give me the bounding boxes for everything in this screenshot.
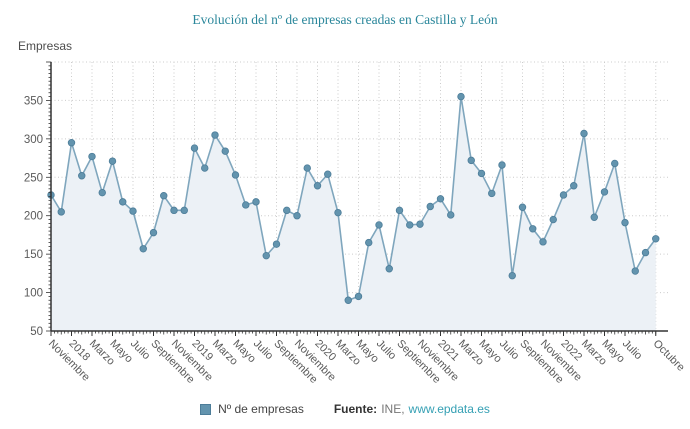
data-point[interactable]: [457, 92, 465, 101]
data-point[interactable]: [375, 221, 383, 229]
legend-swatch-icon: [200, 403, 212, 415]
data-point[interactable]: [416, 220, 424, 228]
data-point[interactable]: [385, 265, 393, 273]
data-point[interactable]: [488, 189, 496, 198]
data-point[interactable]: [129, 207, 137, 215]
data-point[interactable]: [590, 213, 598, 221]
data-point[interactable]: [160, 192, 168, 200]
data-point[interactable]: [395, 206, 404, 215]
data-point[interactable]: [139, 245, 147, 253]
data-point[interactable]: [78, 172, 86, 180]
data-point[interactable]: [365, 238, 373, 247]
data-point[interactable]: [303, 164, 311, 172]
data-point[interactable]: [190, 144, 199, 152]
data-point[interactable]: [119, 198, 127, 206]
source-link[interactable]: www.epdata.es: [408, 402, 490, 416]
data-point[interactable]: [641, 248, 650, 257]
data-point[interactable]: [252, 198, 260, 206]
data-point[interactable]: [201, 164, 209, 172]
data-point[interactable]: [518, 203, 527, 211]
data-point[interactable]: [324, 170, 332, 178]
data-point[interactable]: [447, 211, 455, 219]
data-point[interactable]: [344, 296, 352, 304]
y-axis-unit-label: Empresas: [18, 39, 73, 53]
area-fill: [51, 96, 656, 331]
data-point[interactable]: [631, 267, 639, 275]
y-tick-label: 150: [24, 249, 43, 261]
data-point[interactable]: [467, 156, 475, 165]
data-point[interactable]: [67, 138, 76, 147]
data-point[interactable]: [211, 131, 219, 139]
data-point[interactable]: [436, 195, 445, 203]
data-point[interactable]: [272, 240, 281, 248]
data-point[interactable]: [231, 171, 240, 179]
data-point[interactable]: [283, 206, 291, 215]
data-point[interactable]: [580, 129, 588, 138]
legend-item: Nº de empresas: [200, 402, 304, 416]
data-point[interactable]: [508, 271, 516, 280]
data-point[interactable]: [313, 182, 322, 190]
data-point[interactable]: [334, 208, 342, 217]
data-point[interactable]: [108, 157, 117, 165]
data-point[interactable]: [621, 218, 629, 227]
data-point[interactable]: [98, 188, 106, 197]
data-point[interactable]: [600, 188, 609, 196]
y-tick-label: 300: [24, 134, 43, 146]
data-point[interactable]: [293, 212, 301, 220]
data-point[interactable]: [570, 182, 578, 190]
x-tick-label: Octubre: [651, 338, 687, 374]
data-point[interactable]: [539, 238, 547, 246]
data-point[interactable]: [426, 202, 434, 211]
data-point[interactable]: [221, 147, 229, 155]
data-point[interactable]: [549, 215, 557, 224]
chart-canvas: 50100150200250300350Noviembre2018MarzoMa…: [24, 61, 687, 386]
source-line: Fuente: INE, www.epdata.es: [334, 402, 490, 416]
data-point[interactable]: [262, 251, 270, 260]
y-tick-label: 350: [24, 95, 43, 107]
data-point[interactable]: [88, 152, 96, 161]
data-point[interactable]: [354, 292, 363, 301]
y-tick-label: 250: [24, 172, 43, 184]
chart-footer: Nº de empresas Fuente: INE, www.epdata.e…: [0, 402, 690, 416]
y-tick-label: 200: [24, 211, 43, 223]
data-point[interactable]: [170, 206, 178, 215]
data-point[interactable]: [559, 191, 568, 199]
legend-label: Nº de empresas: [218, 402, 304, 416]
y-tick-label: 100: [24, 288, 43, 300]
data-point[interactable]: [652, 235, 660, 243]
chart-title: Evolución del nº de empresas creadas en …: [192, 12, 498, 27]
data-point[interactable]: [477, 169, 486, 178]
source-prefix: Fuente:: [333, 402, 378, 416]
data-point[interactable]: [149, 228, 158, 237]
data-point[interactable]: [406, 221, 414, 229]
data-point[interactable]: [57, 208, 65, 216]
source-name: INE,: [381, 402, 405, 416]
data-point[interactable]: [242, 201, 250, 209]
data-point[interactable]: [180, 206, 188, 215]
data-point[interactable]: [498, 161, 506, 169]
y-tick-label: 50: [30, 326, 43, 338]
data-point[interactable]: [529, 225, 537, 233]
data-point[interactable]: [611, 159, 619, 168]
